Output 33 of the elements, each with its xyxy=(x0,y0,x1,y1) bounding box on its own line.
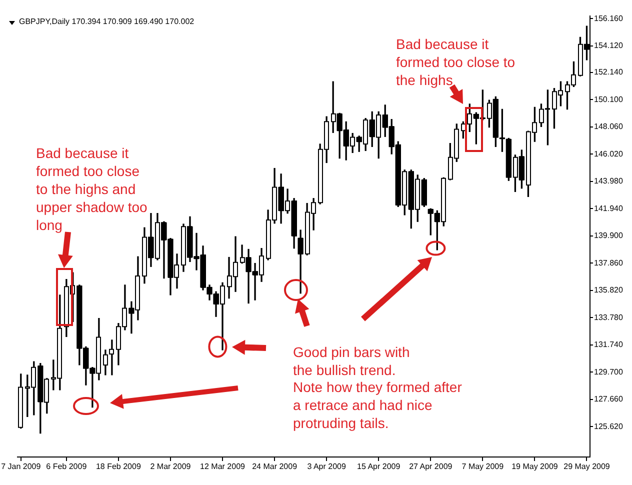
y-tick-label: 141.940 xyxy=(594,204,624,213)
x-tick-label: 19 May 2009 xyxy=(512,462,558,472)
y-tick-label: 133.780 xyxy=(594,312,624,322)
x-tick-label: 12 Mar 2009 xyxy=(200,462,246,472)
x-tick-label: 24 Mar 2009 xyxy=(252,462,298,472)
y-tick-label: 131.740 xyxy=(594,340,624,350)
y-tick-label: 129.700 xyxy=(594,367,624,376)
annotation: Note how they formed after a retrace and had nice protruding tails. xyxy=(293,378,463,432)
annotation: Bad because it formed too close to the highs and upper shadow too long xyxy=(36,144,148,234)
y-tick-label: 148.060 xyxy=(594,122,624,132)
x-tick-label: 6 Feb 2009 xyxy=(46,462,88,472)
annotation: Bad because it formed too close to the highs xyxy=(396,35,516,89)
y-tick-label: 150.100 xyxy=(594,94,624,104)
y-tick-label: 152.140 xyxy=(594,68,624,77)
x-tick-label: 7 Jan 2009 xyxy=(1,462,42,472)
x-tick-label: 27 Apr 2009 xyxy=(409,462,453,472)
y-tick-label: 156.160 xyxy=(594,14,624,23)
chart-title: GBPJPY,Daily 170.394 170.909 169.490 170.002 xyxy=(19,17,194,27)
y-tick-label: 139.900 xyxy=(594,231,624,240)
x-tick-label: 29 May 2009 xyxy=(564,462,610,472)
y-tick-label: 125.620 xyxy=(594,422,624,431)
y-tick-label: 154.120 xyxy=(594,41,624,50)
y-tick-label: 146.020 xyxy=(594,149,624,158)
y-tick-label: 137.860 xyxy=(594,258,624,268)
x-tick-label: 3 Apr 2009 xyxy=(307,462,346,472)
y-tick-label: 135.820 xyxy=(594,286,624,295)
annotation: Good pin bars with the bullish trend. xyxy=(293,343,411,379)
x-tick-label: 18 Feb 2009 xyxy=(96,462,142,472)
x-tick-label: 7 May 2009 xyxy=(462,462,504,472)
x-tick-label: 2 Mar 2009 xyxy=(150,462,192,472)
x-tick-label: 15 Apr 2009 xyxy=(357,462,401,472)
y-tick-label: 143.980 xyxy=(594,176,624,186)
y-tick-label: 127.660 xyxy=(594,394,624,404)
